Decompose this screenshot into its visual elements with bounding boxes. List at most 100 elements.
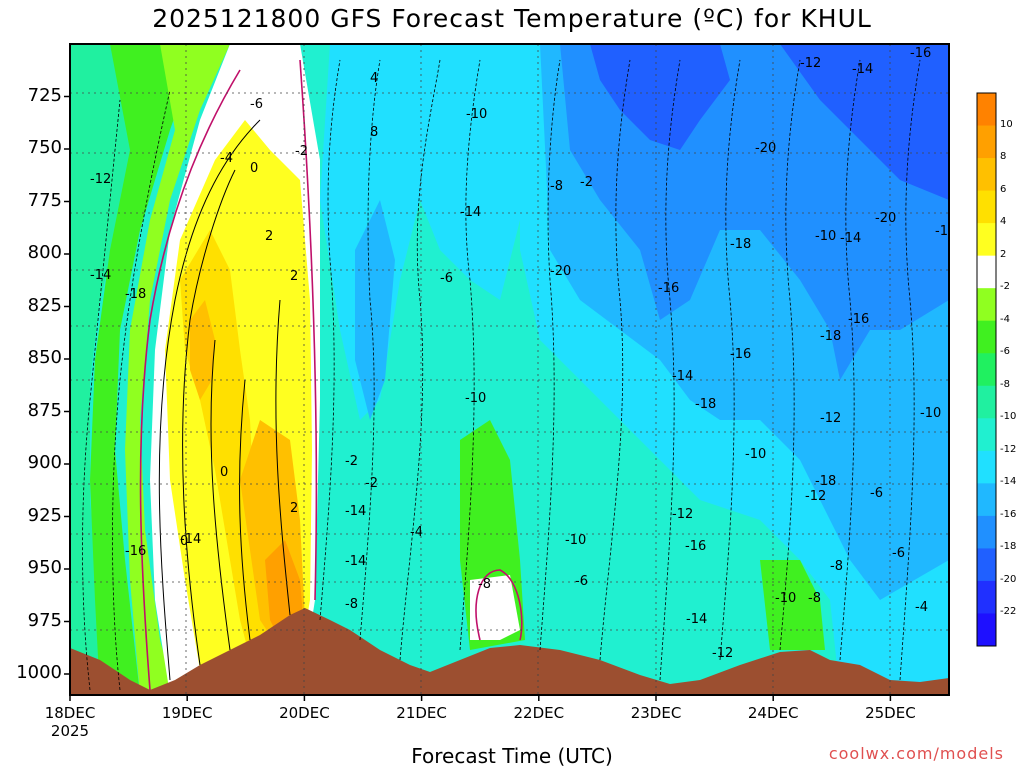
- colorbar-label: 6: [1000, 183, 1007, 195]
- coldest-core-2: [780, 44, 949, 200]
- colorbar-label: -4: [1000, 313, 1010, 325]
- y-tick-label: 725: [27, 84, 62, 106]
- contour-label: -14: [672, 369, 693, 384]
- contour-label: -20: [875, 211, 896, 226]
- contour-label: -4: [220, 151, 233, 166]
- contour-label: -6: [575, 574, 588, 589]
- cold-blob-2: [355, 200, 395, 420]
- colorbar-label: -22: [1000, 606, 1017, 618]
- contour-label: -14: [345, 504, 366, 519]
- x-axis-year: 2025: [50, 722, 90, 740]
- contour-label: -12: [820, 411, 841, 426]
- coldest-core: [590, 44, 730, 150]
- contour-label: -20: [550, 264, 571, 279]
- colorbar-swatch: [977, 483, 996, 517]
- contour-label: -14: [460, 205, 481, 220]
- contour-label: 0: [220, 465, 228, 480]
- colorbar-label: 4: [1000, 216, 1007, 228]
- y-tick-label: 975: [27, 609, 62, 631]
- contour-label: -16: [658, 281, 679, 296]
- contour-label: -12: [800, 56, 821, 71]
- colorbar-label: -8: [1000, 378, 1010, 390]
- contour-label: -8: [830, 559, 843, 574]
- contour-label: -16: [848, 312, 869, 327]
- west-band-green: [125, 44, 230, 695]
- contour-labels: -12-10-6-4022-200248-2-2-14-14-8-14-6-4-…: [90, 46, 956, 661]
- contour-label: -8: [550, 179, 563, 194]
- contour-label: 4: [370, 71, 378, 86]
- contour-label: -14: [180, 532, 201, 547]
- chart-title: 2025121800 GFS Forecast Temperature (ºC)…: [152, 4, 872, 33]
- credit-link[interactable]: coolwx.com/models: [828, 744, 1004, 763]
- colorbar-swatch: [977, 385, 996, 419]
- colorbar-label: 8: [1000, 151, 1007, 163]
- contour-label: -8: [345, 597, 358, 612]
- contour-label: 8: [370, 125, 378, 140]
- colorbar-label: -2: [1000, 281, 1010, 293]
- warm-core-orange: [190, 300, 215, 400]
- colorbar-swatch: [977, 548, 996, 582]
- contour-label: -6: [440, 271, 453, 286]
- contour-label: -12: [712, 646, 733, 661]
- contour-label: -8: [478, 577, 491, 592]
- gridlines: [70, 44, 949, 695]
- contour-label: -6: [870, 486, 883, 501]
- contour-label: -2: [580, 175, 593, 190]
- contour-label: -14: [345, 554, 366, 569]
- contour-label: 2: [290, 269, 298, 284]
- contour-label: -12: [672, 507, 693, 522]
- colorbar-label: 10: [1000, 118, 1013, 130]
- contour-lines: [158, 119, 291, 681]
- contour-label: -18: [935, 224, 956, 239]
- x-axis-title: Forecast Time (UTC): [411, 744, 613, 768]
- contour-label: 2: [290, 501, 298, 516]
- contour-label: -4: [410, 525, 423, 540]
- colorbar-label: -18: [1000, 541, 1017, 553]
- contour-label: -10: [745, 447, 766, 462]
- contour-label: -6: [250, 97, 263, 112]
- contour-label: -10: [775, 591, 796, 606]
- x-axis-ticks: [69, 695, 892, 701]
- plot-border: [69, 43, 950, 696]
- x-tick-label: 24DEC: [747, 704, 799, 722]
- x-tick-label: 19DEC: [161, 704, 213, 722]
- colorbar-label: -10: [1000, 411, 1017, 423]
- y-tick-label: 925: [27, 504, 62, 526]
- colorbar-label: -16: [1000, 508, 1017, 520]
- colorbar-label: 2: [1000, 248, 1007, 260]
- colorbar-swatch: [977, 190, 996, 224]
- y-tick-label: 825: [27, 294, 62, 316]
- colorbar-swatch: [977, 320, 996, 354]
- colorbar-label: -14: [1000, 476, 1017, 488]
- contour-label: 0: [180, 534, 188, 549]
- contour-label: -10: [465, 391, 486, 406]
- colorbar-swatch: [977, 580, 996, 614]
- colorbar-label: -6: [1000, 346, 1010, 358]
- colorbar-swatch: [977, 450, 996, 484]
- y-axis-ticks: [64, 95, 70, 675]
- contour-label: -14: [686, 612, 707, 627]
- contour-label: -14: [852, 62, 873, 77]
- contour-label: -2: [345, 454, 358, 469]
- contour-label: -16: [685, 539, 706, 554]
- contour-label: -14: [90, 268, 111, 283]
- x-tick-label: 25DEC: [865, 704, 916, 722]
- y-tick-label: 950: [27, 557, 62, 578]
- heatmap-field: -12-10-6-4022-200248-2-2-14-14-8-14-6-4-…: [70, 44, 956, 695]
- contour-label: 0: [250, 161, 258, 176]
- contour-label: -4: [915, 600, 928, 615]
- contour-label: -20: [755, 141, 776, 156]
- colorbar-swatch: [977, 288, 996, 322]
- contour-label: -10: [565, 533, 586, 548]
- contour-label: -16: [910, 46, 931, 61]
- contour-label: -18: [820, 329, 841, 344]
- contour-label: -2: [295, 144, 308, 159]
- contour-label: -18: [695, 397, 716, 412]
- contour-label: 2: [265, 229, 273, 244]
- colorbar-swatch: [977, 93, 996, 127]
- colorbar-swatch: [977, 158, 996, 192]
- colorbar-swatch: [977, 613, 996, 647]
- colorbar-border: [976, 92, 997, 647]
- contour-label: -16: [730, 347, 751, 362]
